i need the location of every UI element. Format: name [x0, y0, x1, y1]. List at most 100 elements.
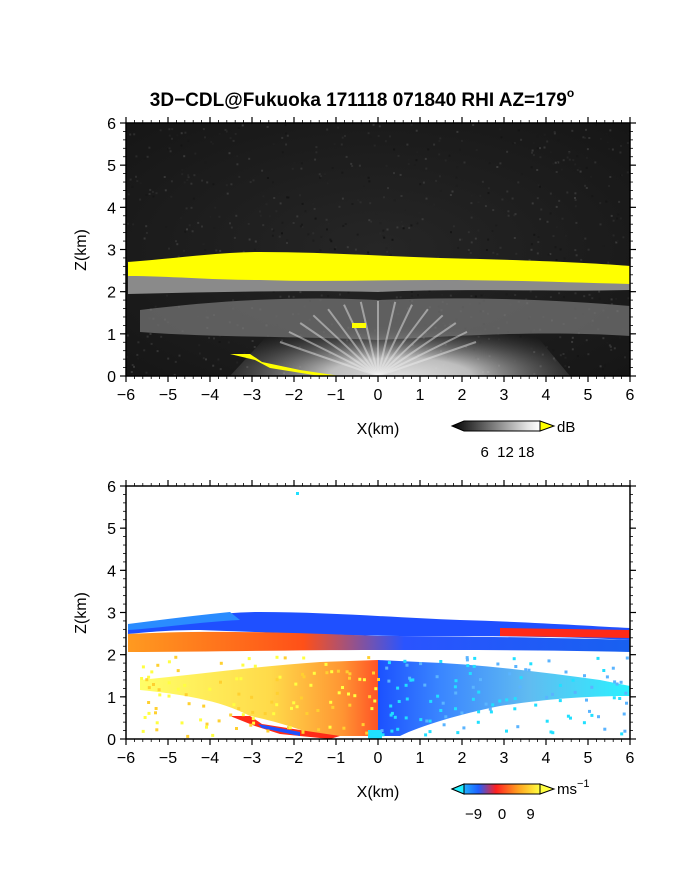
noise-pixel — [312, 232, 315, 235]
noise-pixel — [559, 354, 562, 357]
noise-pixel — [247, 222, 250, 225]
noise-pixel — [539, 156, 542, 159]
noise-pixel — [296, 215, 299, 218]
noise-pixel — [238, 175, 241, 178]
velocity-speckle — [147, 711, 151, 715]
velocity-speckle — [498, 699, 502, 703]
noise-pixel — [139, 182, 142, 185]
noise-pixel — [613, 347, 616, 350]
noise-pixel — [470, 194, 473, 197]
noise-pixel — [543, 146, 546, 149]
noise-pixel — [533, 233, 536, 236]
reflectivity-y-tick-label: 4 — [107, 200, 116, 217]
noise-pixel — [571, 129, 574, 132]
noise-pixel — [149, 188, 152, 191]
noise-pixel — [610, 348, 613, 351]
velocity-speckle — [476, 720, 480, 724]
noise-pixel — [126, 334, 129, 337]
noise-pixel — [273, 197, 276, 199]
noise-pixel — [262, 224, 265, 227]
velocity-speckle — [176, 669, 180, 673]
noise-pixel — [272, 143, 275, 146]
reflectivity-colorbar: 6 12 18 dB — [450, 419, 575, 461]
noise-pixel — [410, 123, 413, 126]
velocity-speckle — [513, 707, 517, 711]
velocity-speckle — [491, 703, 495, 707]
noise-pixel — [369, 135, 372, 138]
noise-pixel — [271, 181, 274, 184]
velocity-speckle — [409, 678, 413, 682]
velocity-speckle — [484, 702, 488, 706]
noise-pixel — [183, 249, 185, 252]
noise-pixel — [404, 208, 407, 211]
noise-pixel — [226, 192, 229, 195]
noise-pixel — [530, 248, 533, 251]
reflectivity-colorbar-tick-label: 6 — [481, 444, 489, 461]
noise-pixel — [421, 218, 424, 221]
noise-pixel — [481, 180, 484, 183]
noise-pixel — [367, 132, 370, 135]
velocity-speckle — [623, 729, 627, 733]
reflectivity-y-tick-label: 3 — [107, 243, 116, 260]
noise-pixel — [266, 125, 269, 128]
noise-pixel — [293, 161, 296, 164]
velocity-speckle — [573, 690, 577, 694]
noise-pixel — [566, 156, 569, 159]
noise-pixel — [560, 168, 563, 171]
noise-pixel — [515, 252, 518, 255]
noise-pixel — [452, 225, 455, 228]
noise-pixel — [208, 336, 211, 339]
noise-pixel — [202, 128, 205, 131]
noise-pixel — [285, 143, 288, 146]
noise-pixel — [186, 179, 189, 182]
velocity-speckle — [367, 656, 371, 660]
noise-pixel — [615, 241, 618, 244]
velocity-speckle — [558, 683, 562, 687]
reflectivity-x-tick-label: −2 — [285, 387, 303, 404]
noise-pixel — [368, 158, 371, 161]
velocity-speckle — [373, 699, 377, 703]
noise-pixel — [190, 182, 193, 185]
noise-pixel — [402, 227, 405, 230]
velocity-y-tick-label: 2 — [107, 648, 116, 665]
velocity-speckle — [155, 728, 159, 732]
noise-pixel — [425, 125, 428, 128]
velocity-speckle — [545, 719, 549, 723]
noise-pixel — [350, 162, 353, 165]
beam-ray — [377, 322, 457, 376]
noise-pixel — [391, 238, 394, 241]
velocity-speckle — [590, 713, 594, 717]
noise-pixel — [470, 202, 473, 205]
saturated-band — [128, 252, 630, 284]
noise-pixel — [416, 222, 419, 225]
noise-pixel — [425, 197, 428, 200]
velocity-speckle — [167, 681, 171, 685]
noise-pixel — [175, 240, 177, 243]
velocity-x-tick-label: −3 — [243, 750, 261, 767]
noise-pixel — [602, 368, 604, 371]
noise-pixel — [450, 231, 452, 234]
velocity-speckle — [251, 710, 255, 714]
noise-pixel — [517, 129, 520, 132]
velocity-speckle — [372, 671, 375, 675]
velocity-speckle — [612, 696, 616, 700]
noise-pixel — [214, 206, 217, 209]
velocity-speckle — [380, 729, 384, 733]
noise-pixel — [169, 150, 172, 153]
velocity-speckle — [472, 664, 476, 668]
noise-pixel — [472, 124, 475, 126]
noise-pixel — [272, 290, 275, 293]
noise-pixel — [400, 195, 403, 197]
noise-pixel — [320, 235, 323, 238]
noise-pixel — [198, 352, 201, 355]
noise-pixel — [145, 350, 148, 353]
noise-pixel — [470, 295, 473, 297]
velocity-image — [126, 486, 630, 739]
noise-pixel — [232, 299, 235, 302]
noise-pixel — [554, 246, 557, 249]
velocity-speckle — [496, 662, 500, 666]
velocity-speckle — [625, 656, 629, 660]
noise-pixel — [292, 222, 295, 224]
velocity-speckle — [237, 707, 241, 711]
noise-pixel — [599, 223, 602, 226]
